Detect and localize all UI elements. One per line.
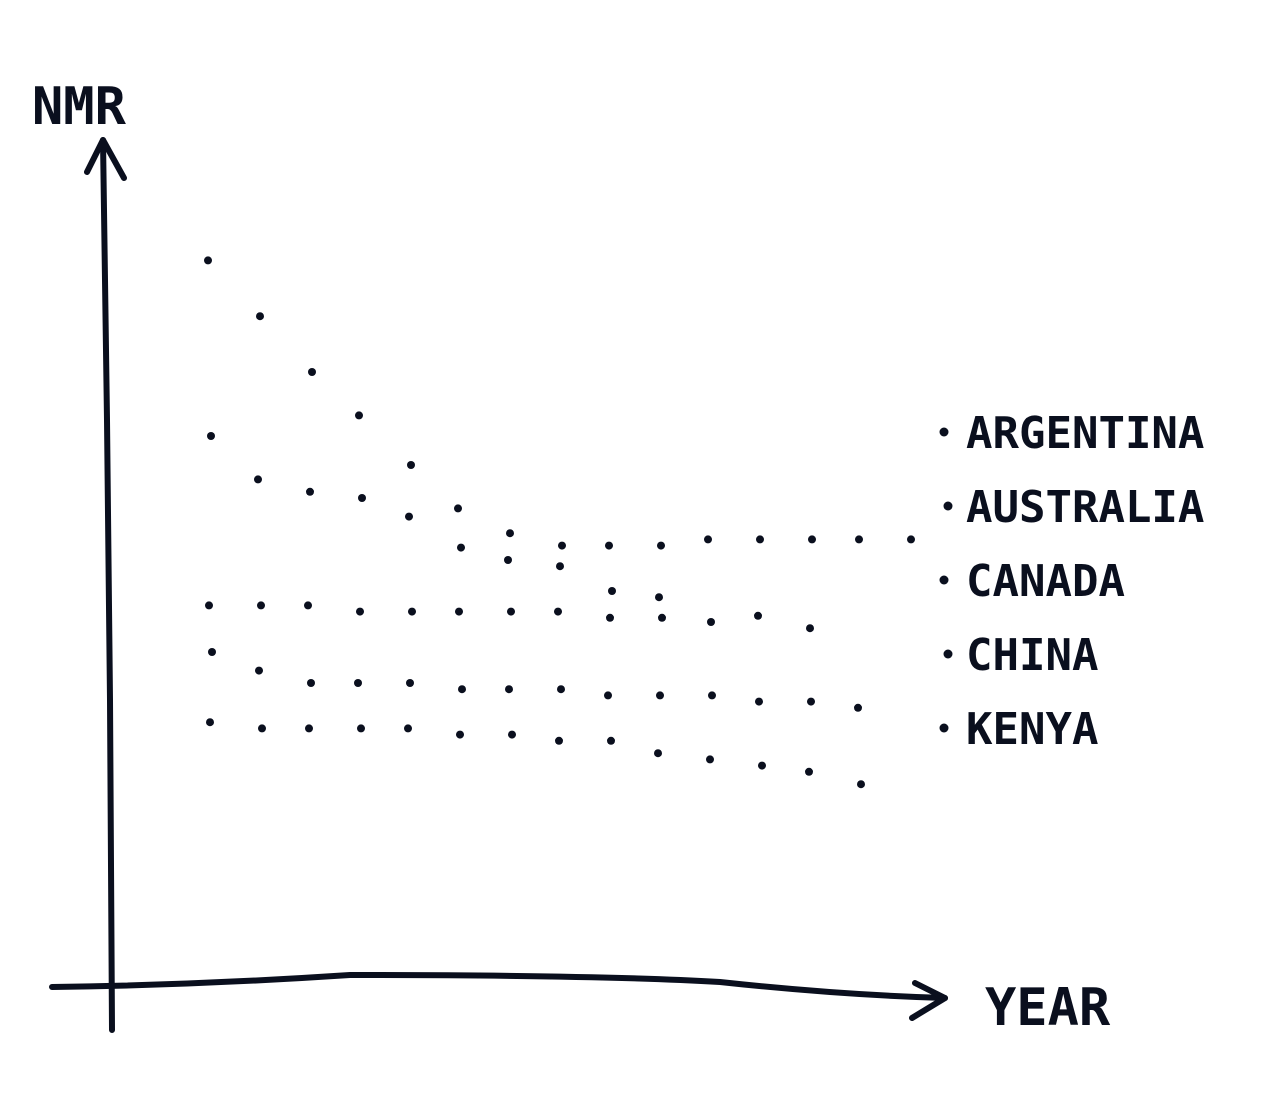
data-point-argentina: [558, 541, 566, 550]
data-point-canada: [205, 601, 213, 610]
legend: ARGENTINA AUSTRALIA CANADA CHINA KENYA: [939, 408, 1204, 755]
data-point-china: [708, 691, 716, 700]
data-point-argentina: [605, 541, 613, 550]
data-point-kenya: [508, 730, 516, 739]
data-point-canada: [606, 613, 614, 622]
legend-marker-china: [943, 649, 953, 659]
data-point-argentina: [308, 368, 316, 376]
legend-marker-canada: [939, 575, 949, 585]
legend-label-australia: AUSTRALIA: [966, 482, 1204, 533]
data-point-kenya: [555, 736, 563, 745]
data-point-australia: [754, 611, 762, 620]
data-point-australia: [655, 593, 663, 602]
data-point-canada: [257, 601, 265, 610]
data-point-canada: [356, 607, 364, 616]
data-point-australia: [806, 624, 814, 633]
y-axis-line: [100, 137, 115, 1033]
data-point-kenya: [758, 761, 766, 770]
data-point-argentina: [907, 535, 915, 544]
data-point-australia: [457, 543, 465, 552]
data-point-argentina: [454, 504, 462, 513]
data-point-canada: [304, 601, 312, 610]
data-point-canada: [408, 607, 416, 616]
data-point-china: [307, 679, 315, 687]
data-point-kenya: [357, 724, 365, 733]
data-point-china: [604, 691, 612, 700]
data-point-canada: [554, 607, 562, 616]
data-point-kenya: [305, 724, 313, 733]
data-point-kenya: [706, 755, 714, 764]
data-point-china: [406, 679, 414, 687]
data-point-kenya: [456, 730, 464, 739]
data-point-australia: [707, 618, 715, 626]
legend-marker-australia: [943, 501, 953, 511]
data-point-china: [255, 666, 263, 675]
data-point-kenya: [258, 724, 266, 733]
data-point-australia: [254, 475, 262, 484]
data-point-australia: [358, 494, 366, 502]
data-point-kenya: [607, 736, 615, 745]
data-point-kenya: [857, 780, 865, 789]
y-axis-label: NMR: [32, 77, 127, 137]
data-point-kenya: [654, 749, 662, 758]
data-point-australia: [207, 432, 215, 440]
data-point-china: [354, 679, 362, 687]
data-point-kenya: [805, 767, 813, 776]
data-point-china: [208, 648, 216, 656]
data-point-china: [854, 703, 862, 712]
data-point-argentina: [355, 411, 363, 420]
y-axis-arrowhead: [84, 137, 127, 181]
data-point-argentina: [756, 535, 764, 544]
data-point-australia: [504, 556, 512, 564]
data-point-argentina: [407, 461, 415, 469]
x-axis-line: [49, 972, 948, 1001]
data-point-china: [505, 685, 513, 694]
data-point-argentina: [256, 312, 264, 321]
data-point-argentina: [657, 541, 665, 550]
data-point-argentina: [704, 535, 712, 544]
data-point-australia: [306, 487, 314, 496]
data-point-china: [656, 691, 664, 700]
data-point-australia: [556, 562, 564, 571]
data-point-canada: [455, 607, 463, 616]
data-point-china: [755, 697, 763, 706]
data-point-china: [807, 697, 815, 706]
legend-label-kenya: KENYA: [966, 704, 1098, 755]
data-point-argentina: [204, 256, 212, 265]
legend-marker-argentina: [939, 427, 949, 437]
data-point-china: [458, 685, 466, 694]
data-point-argentina: [506, 529, 514, 538]
legend-marker-kenya: [939, 723, 949, 733]
data-point-australia: [405, 512, 413, 521]
legend-label-china: CHINA: [966, 630, 1098, 681]
legend-label-canada: CANADA: [966, 556, 1125, 607]
data-point-argentina: [808, 535, 816, 544]
legend-label-argentina: ARGENTINA: [966, 408, 1204, 459]
data-point-kenya: [206, 718, 214, 727]
x-axis-arrowhead: [909, 980, 948, 1021]
x-axis-label: YEAR: [985, 978, 1111, 1038]
data-point-canada: [507, 607, 515, 616]
data-points: [204, 256, 915, 789]
data-point-kenya: [404, 724, 412, 733]
data-point-china: [557, 685, 565, 694]
data-point-argentina: [855, 535, 863, 544]
data-point-australia: [608, 587, 616, 595]
data-point-canada: [658, 613, 666, 622]
